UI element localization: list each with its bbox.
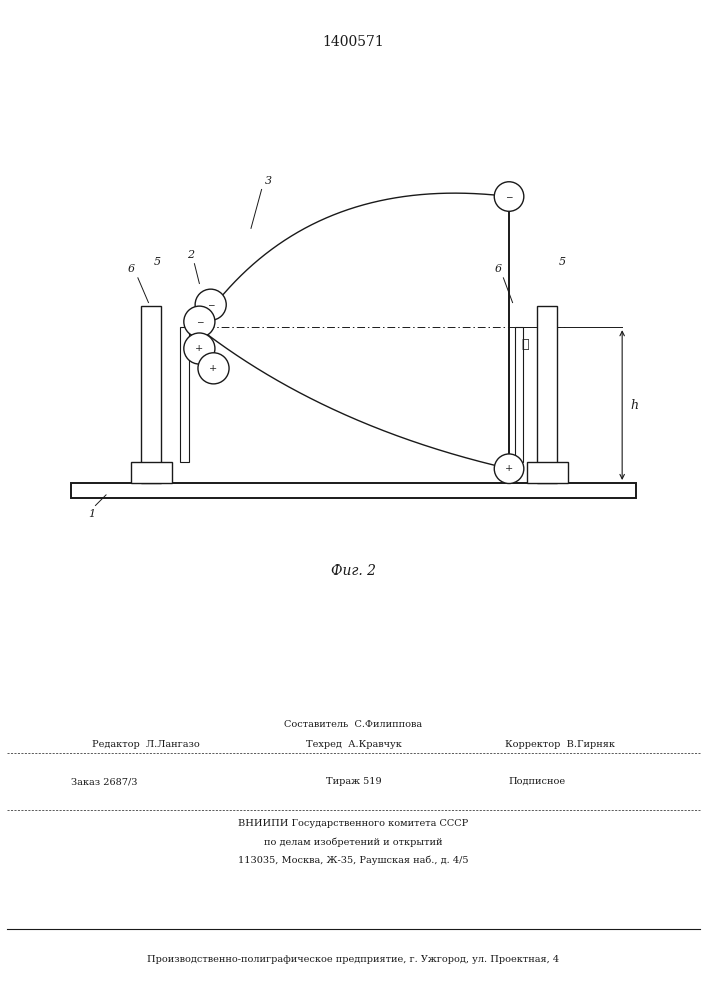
Text: Заказ 2687/3: Заказ 2687/3 [71,777,137,786]
Text: ВНИИПИ Государственного комитета СССР: ВНИИПИ Государственного комитета СССР [238,819,469,828]
Bar [141,306,161,483]
Circle shape [494,182,524,211]
Bar [515,327,523,462]
Text: −: − [207,300,214,309]
Circle shape [494,454,524,484]
Text: 1400571: 1400571 [322,35,385,49]
Text: h: h [631,399,638,412]
Circle shape [184,333,215,364]
Circle shape [184,306,215,337]
Text: Составитель  С.Филиппова: Составитель С.Филиппова [284,720,423,729]
Text: 6: 6 [127,264,134,274]
Text: +: + [209,364,218,373]
Text: Фиг. 2: Фиг. 2 [331,564,376,578]
Text: Техред  А.Кравчук: Техред А.Кравчук [305,740,402,749]
Text: 3: 3 [265,176,272,186]
Circle shape [195,289,226,320]
Text: +: + [195,344,204,353]
Bar [131,462,172,483]
Bar [537,306,557,483]
Text: 113035, Москва, Ж-35, Раушская наб., д. 4/5: 113035, Москва, Ж-35, Раушская наб., д. … [238,856,469,865]
Text: Редактор  Л.Лангазо: Редактор Л.Лангазо [92,740,199,749]
Bar [527,462,568,483]
Text: Тираж 519: Тираж 519 [326,777,381,786]
Bar [180,327,189,462]
Text: по делам изобретений и открытий: по делам изобретений и открытий [264,837,443,847]
Text: +: + [505,464,513,473]
Text: −: − [506,192,513,201]
Text: Подписное: Подписное [508,777,566,786]
Text: Корректор  В.Гирняк: Корректор В.Гирняк [505,740,615,749]
Text: Производственно-полиграфическое предприятие, г. Ужгород, ул. Проектная, 4: Производственно-полиграфическое предприя… [148,955,559,964]
Text: ℓ: ℓ [522,338,530,351]
Bar [71,483,636,498]
Circle shape [198,353,229,384]
Text: 6: 6 [495,264,502,274]
Text: 2: 2 [187,250,194,260]
Text: 5: 5 [559,257,566,267]
Text: 5: 5 [153,257,160,267]
Text: 1: 1 [88,509,95,519]
Text: −: − [196,317,203,326]
